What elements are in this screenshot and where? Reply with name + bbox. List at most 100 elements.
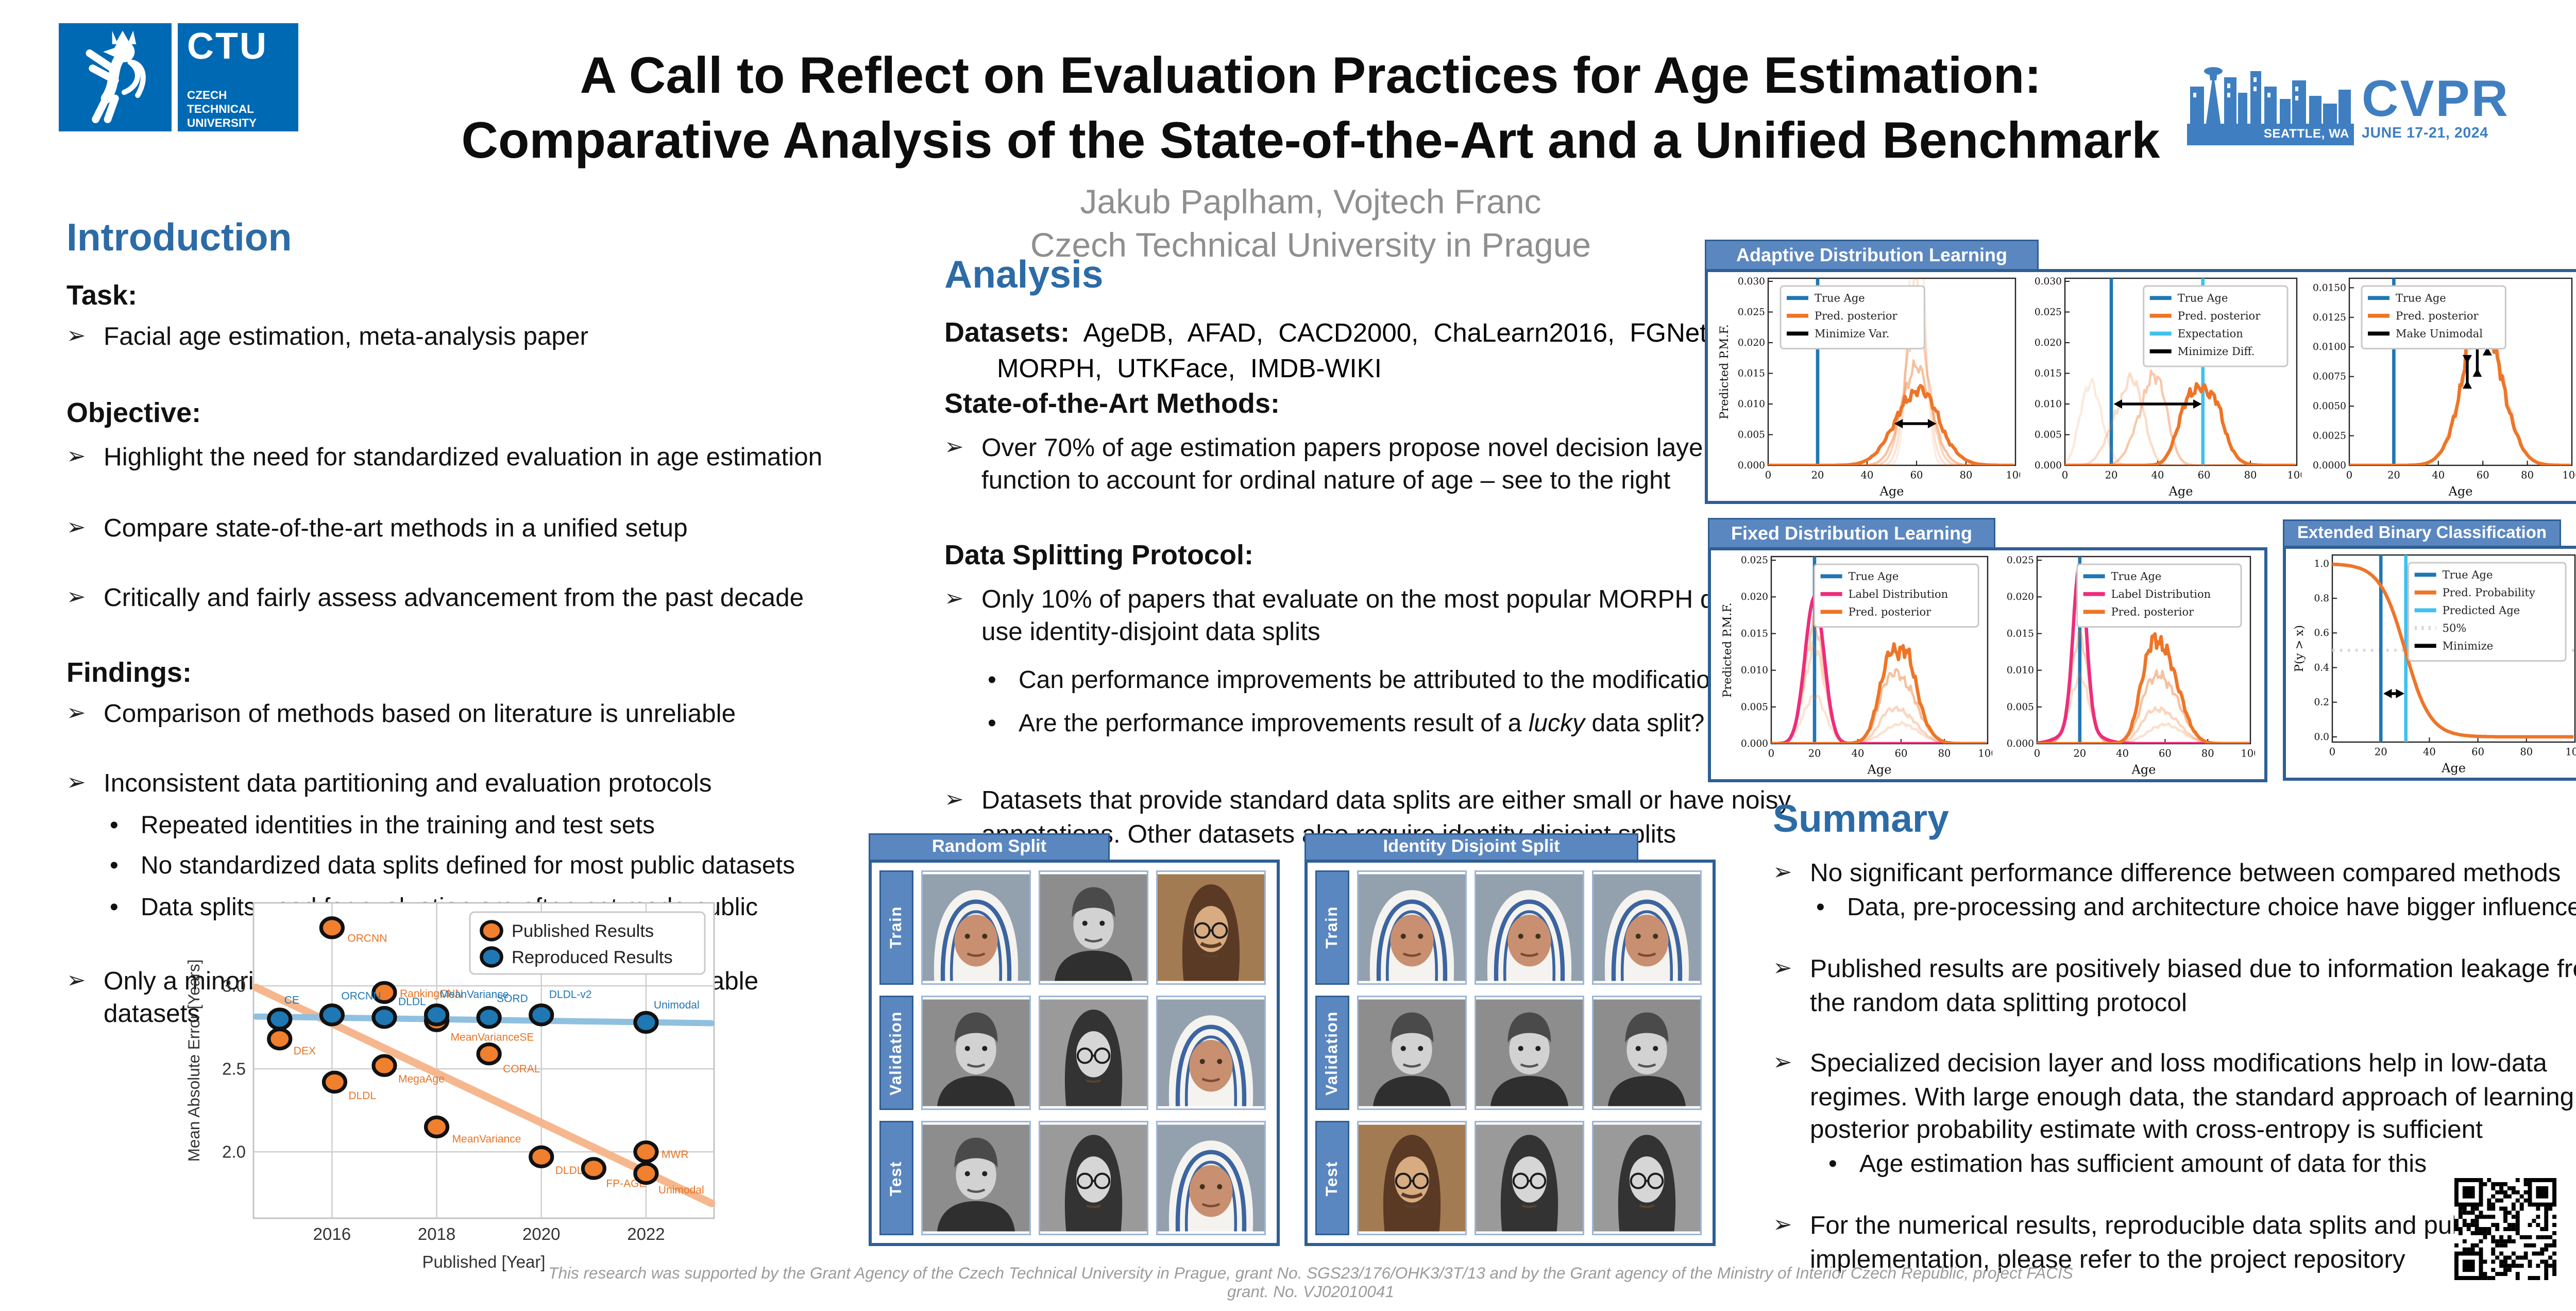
svg-text:0.0: 0.0 <box>2314 732 2329 743</box>
adaptive-distribution-charts: 0.000 0.005 0.010 0.015 0.020 0.025 0.030 0 20 40… <box>1705 269 2576 504</box>
funding-acknowledgment: This research was supported by the Grant… <box>548 1265 2073 1302</box>
svg-text:20: 20 <box>2387 469 2400 481</box>
qr-code <box>2454 1178 2556 1280</box>
face-photo-lennon-bw <box>1039 1121 1148 1235</box>
dot-bullet-icon: • <box>110 854 118 881</box>
svg-text:Pred. posterior: Pred. posterior <box>2178 310 2261 322</box>
svg-text:60: 60 <box>2159 748 2172 760</box>
ctu-name-line: IN PRAGUE <box>187 130 289 131</box>
identity-disjoint-grid: Train Validation <box>1304 860 1716 1246</box>
cvpr-wordmark: CVPR <box>2362 70 2510 127</box>
svg-text:True Age: True Age <box>2178 292 2228 305</box>
svg-text:MWR: MWR <box>662 1149 688 1161</box>
svg-text:0.0025: 0.0025 <box>2313 431 2346 442</box>
face-photo-mcqueen-bw <box>1592 996 1702 1110</box>
identity-disjoint-tab: Identity Disjoint Split <box>1304 833 1638 861</box>
svg-text:2018: 2018 <box>418 1224 455 1243</box>
svg-text:0.030: 0.030 <box>1738 276 1765 287</box>
svg-text:60: 60 <box>1895 748 1908 760</box>
task-item: ➢ Facial age estimation, meta-analysis pa… <box>66 322 852 355</box>
fixed-chart-1: 0.000 0.005 0.010 0.015 0.020 0.025 0 20 40 60 80 1… <box>1720 552 1997 778</box>
arrow-bullet-icon: ➢ <box>1773 860 1792 886</box>
svg-text:100: 100 <box>1978 748 1992 760</box>
summary-item: ➢ Published results are positively biased… <box>1773 954 2576 1021</box>
svg-text:Age: Age <box>2168 484 2193 499</box>
face-photo-mcqueen-bw <box>921 996 1031 1110</box>
sota-label: State-of-the-Art Methods: <box>944 388 1280 419</box>
arrow-bullet-icon: ➢ <box>66 968 86 995</box>
split-row-train: Train <box>1315 870 1705 985</box>
face-photo-mcqueen-bw <box>1357 996 1467 1110</box>
summary-item: ➢ For the numerical results, reproducible… <box>1773 1211 2576 1278</box>
face-photo-mcqueen-bw <box>921 1121 1031 1235</box>
objective-item: ➢ Compare state-of-the-art methods in a u… <box>66 513 852 546</box>
svg-text:40: 40 <box>2432 469 2445 481</box>
datasets-label: Datasets: <box>944 317 1070 348</box>
svg-text:Minimize: Minimize <box>2443 640 2494 652</box>
svg-text:0.010: 0.010 <box>1741 665 1768 676</box>
svg-text:Published [Year]: Published [Year] <box>422 1252 545 1271</box>
svg-text:0.005: 0.005 <box>2007 702 2034 713</box>
svg-text:Predicted P.M.F.: Predicted P.M.F. <box>1718 324 1731 419</box>
arrow-bullet-icon: ➢ <box>66 770 86 797</box>
svg-text:MeanVarianceSE: MeanVarianceSE <box>451 1032 534 1044</box>
svg-text:CE: CE <box>284 994 299 1006</box>
svg-text:0.0125: 0.0125 <box>2313 312 2346 323</box>
svg-text:True Age: True Age <box>2443 569 2493 581</box>
face-photo-teresa-color <box>1156 996 1266 1110</box>
svg-text:Age: Age <box>2448 484 2473 499</box>
face-photo-lennon-bw <box>1592 1121 1702 1235</box>
split-row-test: Test <box>879 1121 1269 1235</box>
svg-text:CORAL: CORAL <box>503 1063 540 1075</box>
svg-text:0.0150: 0.0150 <box>2313 282 2346 293</box>
analysis-section: Analysis Datasets: AgeDB, AFAD, CACD2000… <box>944 254 1819 852</box>
svg-text:0: 0 <box>1768 748 1774 760</box>
svg-text:0.0100: 0.0100 <box>2313 342 2346 352</box>
arrow-bullet-icon: ➢ <box>66 700 86 727</box>
svg-text:50%: 50% <box>2443 622 2467 634</box>
face-photo-lennon-bw <box>1039 996 1148 1110</box>
svg-text:40: 40 <box>2116 748 2129 760</box>
svg-text:0.005: 0.005 <box>1741 702 1768 713</box>
svg-text:0.2: 0.2 <box>2314 697 2329 708</box>
svg-text:100: 100 <box>2241 748 2255 760</box>
svg-text:0.015: 0.015 <box>2035 368 2062 379</box>
svg-text:0: 0 <box>1765 469 1771 481</box>
affiliation: Czech Technical University in Prague <box>1030 226 1591 265</box>
svg-text:0.020: 0.020 <box>1741 592 1768 602</box>
arrow-bullet-icon: ➢ <box>944 434 964 461</box>
svg-text:P(y > x): P(y > x) <box>2293 625 2306 672</box>
svg-text:0.010: 0.010 <box>2035 399 2062 410</box>
svg-text:0.015: 0.015 <box>1741 628 1768 639</box>
face-photo-teresa-color <box>1475 870 1584 985</box>
adaptive-chart-minimize-diff: 0.000 0.005 0.010 0.015 0.020 0.025 0.030 0 20 40… <box>2023 274 2307 499</box>
svg-text:0.8: 0.8 <box>2314 593 2329 604</box>
svg-text:100: 100 <box>2006 469 2020 481</box>
svg-text:DEX: DEX <box>294 1045 316 1057</box>
fixed-distribution-charts: 0.000 0.005 0.010 0.015 0.020 0.025 0 20 40 60 80 1… <box>1708 547 2267 782</box>
ctu-name-line: UNIVERSITY <box>187 116 257 130</box>
svg-text:2.0: 2.0 <box>222 1142 246 1162</box>
split-item: ➢ Only 10% of papers that evaluate on the… <box>944 584 1819 650</box>
svg-text:20: 20 <box>2073 748 2086 760</box>
ctu-name-line: CZECH TECHNICAL <box>187 88 255 116</box>
fixed-chart-2: 0.000 0.005 0.010 0.015 0.020 0.025 0 20 40 60 80 1… <box>1995 552 2260 778</box>
svg-text:0.010: 0.010 <box>1738 399 1765 410</box>
svg-text:ORCNN: ORCNN <box>341 990 381 1002</box>
identity-disjoint-panel: Identity Disjoint Split Train <box>1304 832 1716 1246</box>
svg-text:DLDL: DLDL <box>348 1090 376 1102</box>
svg-text:SORD: SORD <box>497 993 528 1004</box>
task-label: Task: <box>66 280 138 311</box>
svg-text:20: 20 <box>1808 748 1821 760</box>
svg-text:2.5: 2.5 <box>222 1060 246 1079</box>
ctu-lion-emblem-icon <box>59 23 172 131</box>
svg-text:0.0050: 0.0050 <box>2313 401 2346 412</box>
svg-text:ORCNN: ORCNN <box>347 932 387 944</box>
svg-text:MeanVariance: MeanVariance <box>440 988 509 1000</box>
extended-binary-charts: 0.0 0.2 0.4 0.6 0.8 1.0 0 20 40 60 80 100 Age P(y > x… <box>2283 546 2576 781</box>
svg-text:20: 20 <box>2105 469 2118 481</box>
objective-label: Objective: <box>66 398 201 429</box>
finding-sub-item: • No standardized data splits defined for… <box>110 852 852 884</box>
svg-text:MeanVariance: MeanVariance <box>452 1133 521 1145</box>
findings-label: Findings: <box>66 657 192 688</box>
